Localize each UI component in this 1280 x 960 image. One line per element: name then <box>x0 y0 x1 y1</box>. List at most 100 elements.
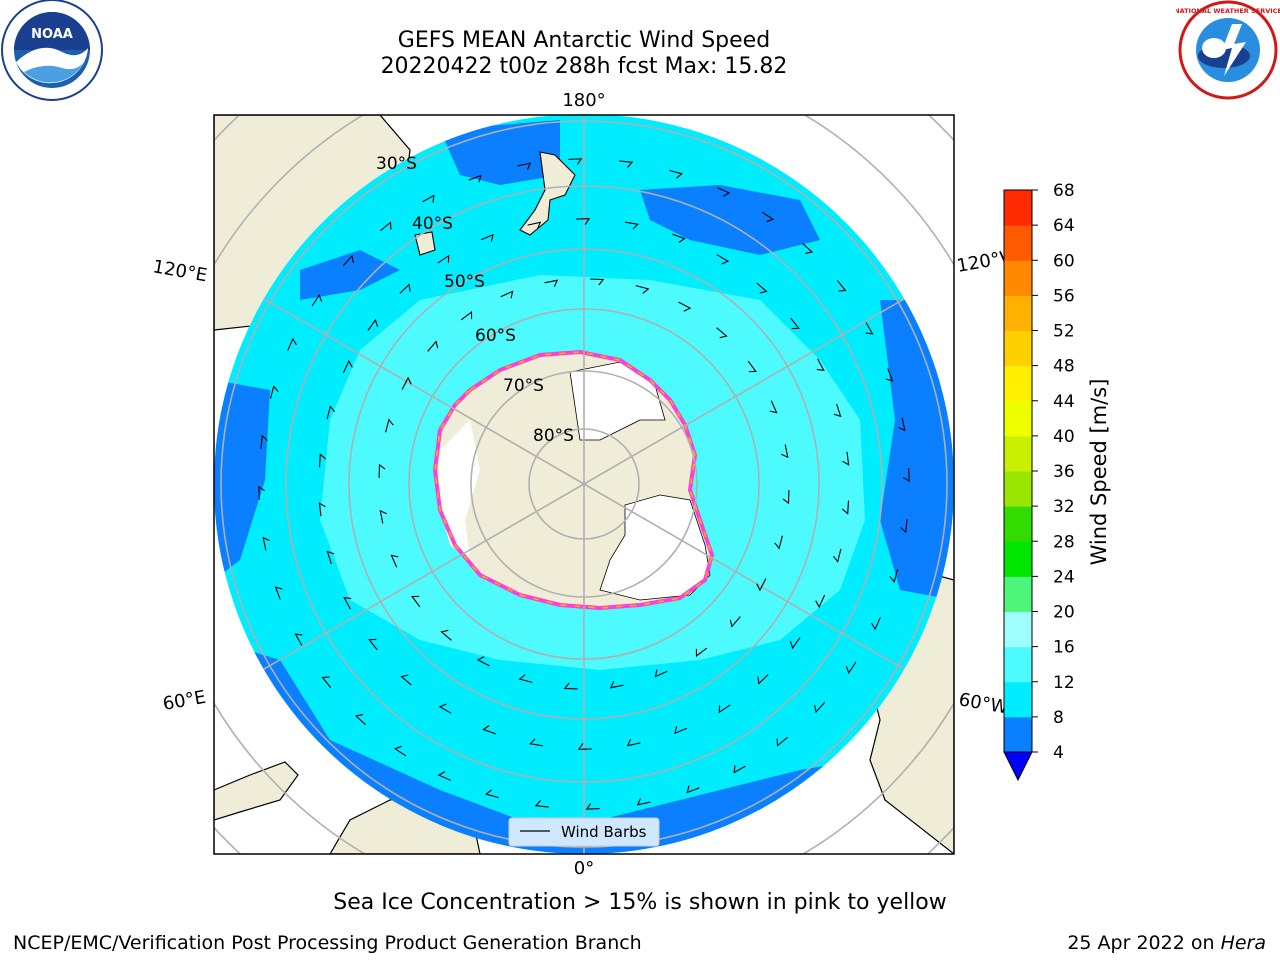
wind-barb <box>368 638 378 651</box>
wind-barb <box>379 509 387 524</box>
lat-label-80s: 80°S <box>533 426 574 446</box>
wind-barb <box>686 785 700 794</box>
wind-barb <box>518 674 533 683</box>
lat-label-50s: 50°S <box>444 272 485 292</box>
wind-barb <box>342 359 353 374</box>
wind-barb <box>672 233 686 243</box>
wind-barb <box>774 535 783 550</box>
lat-label-70s: 70°S <box>503 376 544 396</box>
wind-barb <box>769 400 778 414</box>
wind-barb <box>590 278 605 286</box>
lon-label-0: 0° <box>574 858 594 879</box>
noaa-logo-text: NOAA <box>31 27 73 42</box>
wind-barb <box>781 444 789 459</box>
wind-barb <box>789 637 801 650</box>
wind-barb <box>678 301 692 312</box>
footer-date: 25 Apr 2022 on Hera <box>1067 932 1266 954</box>
colorbar-block <box>1004 611 1032 648</box>
footer-host: Hera <box>1220 932 1266 954</box>
wind-barb <box>718 704 731 714</box>
wind-barb <box>294 633 303 646</box>
colorbar-tick-label: 24 <box>1053 567 1075 587</box>
wind-barb <box>832 548 842 563</box>
wind-barb <box>269 385 279 399</box>
wind-barb <box>258 485 265 500</box>
wind-barb <box>816 358 825 372</box>
colorbar-block <box>1004 260 1032 296</box>
colorbar-tick-label: 40 <box>1053 427 1075 447</box>
wind-barb <box>500 290 514 299</box>
wind-barb <box>865 322 874 335</box>
colorbar-block <box>1004 435 1032 472</box>
lat-label-30s: 30°S <box>376 154 417 174</box>
colorbar-tick-label: 8 <box>1053 708 1064 728</box>
wind-barb <box>636 798 651 806</box>
wind-barb <box>619 160 634 168</box>
colorbar-label: Wind Speed [m/s] <box>1087 379 1111 566</box>
wind-barb <box>440 629 452 641</box>
wind-barb <box>885 368 894 382</box>
colorbar-block <box>1004 471 1032 507</box>
wind-barb <box>900 519 908 534</box>
wind-barb <box>476 656 490 667</box>
lat-label-60s: 60°S <box>475 326 516 346</box>
wind-barb <box>842 451 850 466</box>
noaa-logo-icon: NOAA <box>1 0 103 101</box>
colorbar-block <box>1004 225 1032 261</box>
wind-barb <box>624 221 639 230</box>
wind-barb <box>485 789 499 799</box>
wind-barb <box>399 283 411 294</box>
colorbar-tick-label: 60 <box>1053 251 1075 271</box>
wind-barb <box>326 405 336 420</box>
colorbar-tick-label: 36 <box>1053 462 1075 482</box>
wind-barb <box>378 463 386 478</box>
wind-barb <box>577 743 592 750</box>
wind-barb <box>841 500 850 515</box>
wind-barb <box>480 233 494 242</box>
colorbar-block <box>1004 576 1032 612</box>
colorbar-tick-label: 16 <box>1053 638 1075 658</box>
wind-barb <box>321 676 332 688</box>
wind-barb <box>274 586 283 600</box>
colorbar-tick-label: 28 <box>1053 532 1075 552</box>
wind-barb <box>782 490 790 505</box>
wind-barb <box>400 674 412 686</box>
wind-barb <box>527 221 542 229</box>
land-new-zealand <box>519 151 576 236</box>
wind-barb <box>544 279 559 287</box>
colorbar-tick-label: 52 <box>1053 322 1075 342</box>
wind-barb <box>757 674 769 685</box>
footer-producer: NCEP/EMC/Verification Post Processing Pr… <box>13 932 642 954</box>
wind-barb <box>635 285 650 294</box>
colorbar-tick-label: 12 <box>1053 673 1075 693</box>
lon-label-180: 180° <box>562 90 605 111</box>
wind-barb <box>815 594 826 609</box>
wind-barb <box>367 318 379 331</box>
wind-barb <box>568 158 583 165</box>
wind-barbs <box>258 158 910 810</box>
colorbar-tick-label: 56 <box>1053 286 1075 306</box>
wind-barb <box>482 725 496 735</box>
land-tasmania <box>414 231 436 256</box>
colorbar-block <box>1004 190 1032 226</box>
wind-barb <box>411 595 421 608</box>
wind-barb <box>385 418 394 433</box>
map-legend: Wind Barbs <box>508 817 660 847</box>
wind-barb <box>342 254 354 266</box>
wind-barb <box>695 647 708 657</box>
wind-barb <box>733 765 746 774</box>
wind-barb <box>756 578 767 592</box>
wind-barb <box>534 800 549 808</box>
wind-barb <box>318 453 327 468</box>
wind-barb <box>756 282 768 294</box>
wind-barb <box>380 221 392 232</box>
wind-barb <box>311 293 323 307</box>
colorbar-block <box>1004 400 1032 437</box>
wind-barb <box>716 327 728 339</box>
wind-barb <box>468 174 482 183</box>
wind-barb <box>287 337 297 351</box>
wind-barb <box>393 745 407 757</box>
wind-barb <box>517 162 532 170</box>
wind-barb <box>427 340 439 352</box>
